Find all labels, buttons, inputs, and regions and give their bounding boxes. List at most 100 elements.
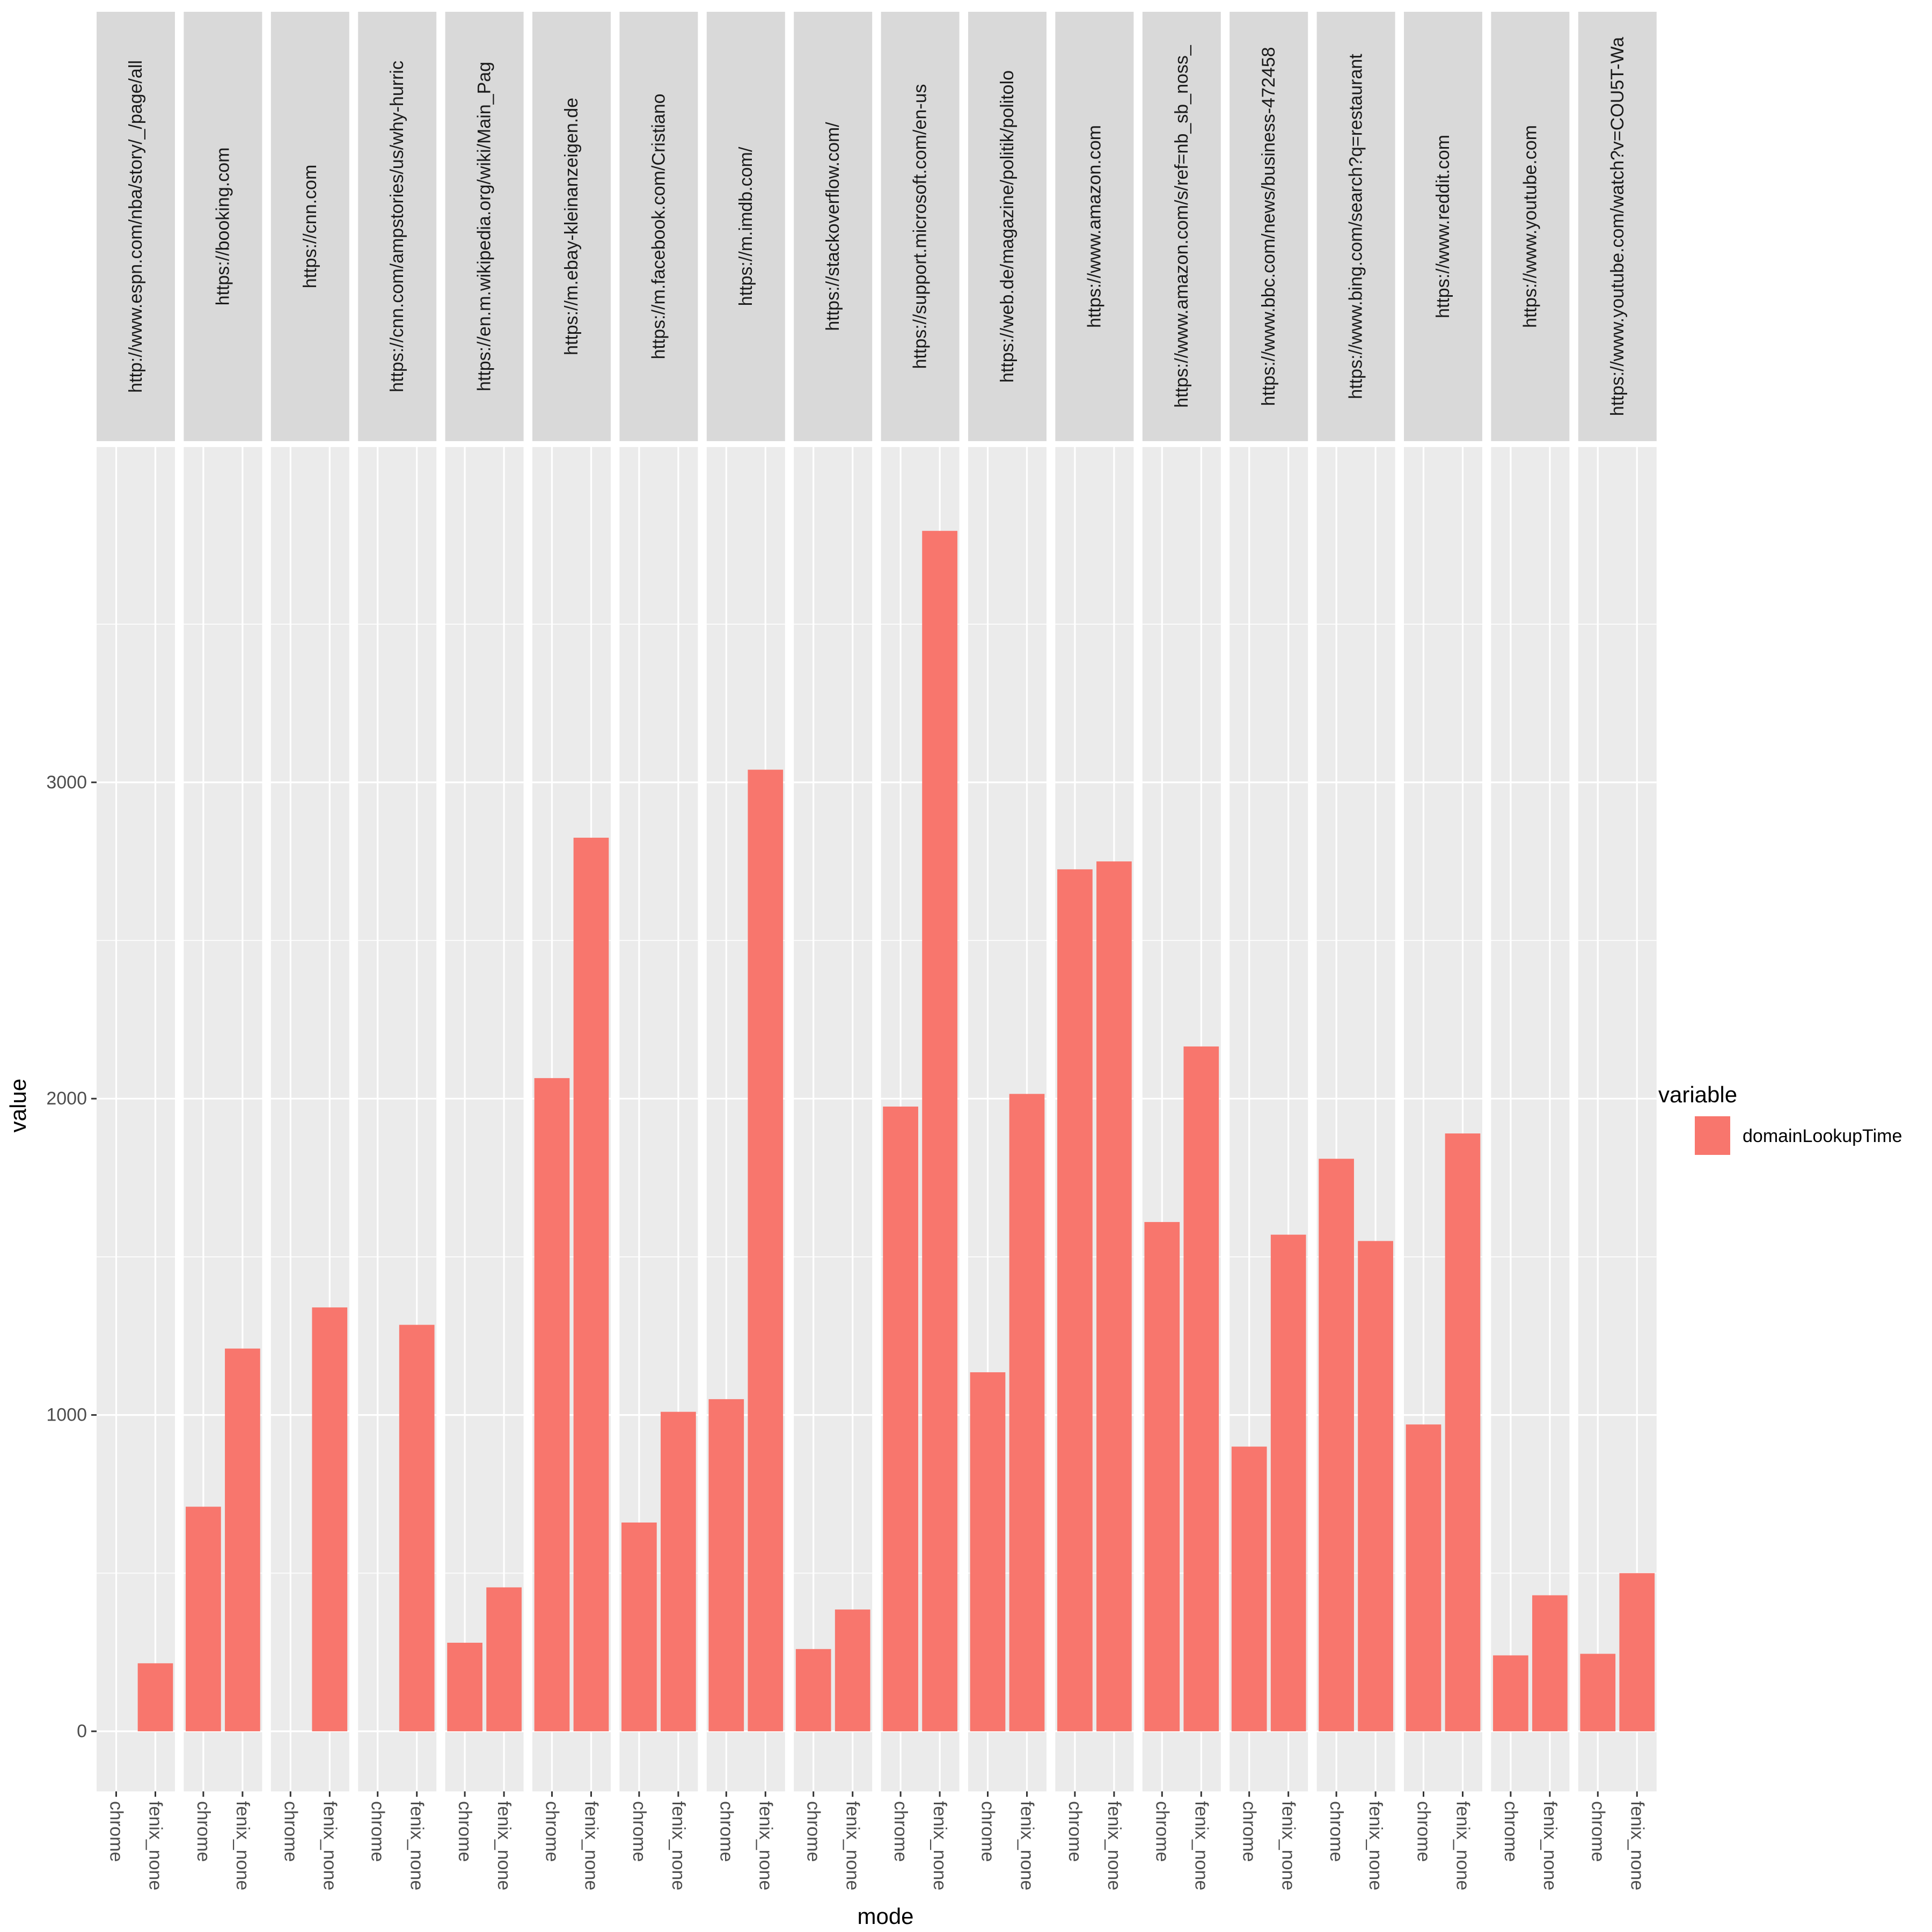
facet-panel: https://www.youtube.com/watch?v=COU5T-Wa… xyxy=(1578,12,1657,1890)
facet-strip xyxy=(706,12,785,441)
facet-panel: http://www.espn.com/nba/story/_/page/all… xyxy=(97,12,175,1890)
x-tick-label: chrome xyxy=(1239,1801,1260,1862)
bar-fenix_none xyxy=(1009,1094,1045,1732)
y-tick-label: 1000 xyxy=(46,1405,87,1425)
bar-chrome xyxy=(883,1106,918,1732)
facet-panel: https://en.m.wikipedia.org/wiki/Main_Pag… xyxy=(445,12,524,1890)
facet-strip-label: https://www.reddit.com xyxy=(1433,135,1453,318)
facet-panel: https://www.amazon.com/s/ref=nb_sb_noss_… xyxy=(1142,12,1221,1890)
x-tick-label: chrome xyxy=(455,1801,475,1862)
bar-fenix_none xyxy=(1445,1133,1481,1732)
bar-chrome xyxy=(534,1078,570,1732)
bar-chrome xyxy=(795,1649,831,1732)
facet-strip-label: https://www.amazon.com/s/ref=nb_sb_noss_ xyxy=(1172,45,1192,408)
facet-strip xyxy=(1055,12,1134,441)
facet-strip xyxy=(968,12,1046,441)
facet-strip-label: https://stackoverflow.com/ xyxy=(823,122,843,331)
y-axis: 0 1000 2000 3000 xyxy=(46,772,97,1741)
facets-layer: http://www.espn.com/nba/story/_/page/all… xyxy=(97,12,1657,1890)
y-tick-label: 0 xyxy=(77,1721,87,1741)
facet-panel: https://www.youtube.com chrome fenix_none xyxy=(1491,12,1570,1890)
facet-strip xyxy=(358,12,437,441)
x-tick-label: fenix_none xyxy=(1191,1801,1211,1890)
bar-fenix_none xyxy=(312,1307,348,1732)
bar-chrome xyxy=(1319,1159,1354,1732)
bar-chrome xyxy=(1057,869,1093,1732)
facet-strip-label: http://www.espn.com/nba/story/_/page/all xyxy=(126,60,146,393)
x-tick-label: chrome xyxy=(1152,1801,1172,1862)
x-tick-label: chrome xyxy=(106,1801,127,1862)
bar-fenix_none xyxy=(1183,1046,1219,1732)
y-axis-title: value xyxy=(5,1079,31,1132)
x-axis-title: mode xyxy=(857,1904,913,1929)
facet-strip-label: https://www.bbc.com/news/business-472458 xyxy=(1258,47,1279,406)
facet-strip xyxy=(794,12,873,441)
facet-panel: https://support.microsoft.com/en-us chrom… xyxy=(881,12,960,1890)
x-tick-label: chrome xyxy=(193,1801,214,1862)
x-tick-label: chrome xyxy=(803,1801,824,1862)
facet-strip xyxy=(1404,12,1482,441)
bar-fenix_none xyxy=(1270,1234,1306,1732)
facet-strip-label: https://cnn.com/ampstories/us/why-hurric xyxy=(387,61,407,392)
facet-panel: https://www.bbc.com/news/business-472458… xyxy=(1230,12,1308,1890)
facet-panel: https://cnn.com chrome fenix_none xyxy=(270,12,349,1890)
facet-panel: https://www.reddit.com chrome fenix_none xyxy=(1404,12,1482,1890)
x-tick-label: fenix_none xyxy=(581,1801,602,1890)
x-tick-label: fenix_none xyxy=(407,1801,427,1890)
x-tick-label: chrome xyxy=(368,1801,388,1862)
facet-panel: https://www.amazon.com chrome fenix_none xyxy=(1055,12,1134,1890)
facet-strip xyxy=(270,12,349,441)
bar-fenix_none xyxy=(1096,861,1132,1732)
facet-strip xyxy=(532,12,611,441)
bar-chrome xyxy=(708,1399,744,1732)
x-tick-label: fenix_none xyxy=(494,1801,514,1890)
bar-fenix_none xyxy=(922,531,957,1732)
bar-chrome xyxy=(970,1372,1006,1732)
facet-strip-label: https://m.imdb.com/ xyxy=(736,147,756,306)
facet-strip xyxy=(1491,12,1570,441)
facet-strip-label: https://www.youtube.com xyxy=(1520,125,1540,328)
legend-label-domainLookupTime: domainLookupTime xyxy=(1743,1126,1902,1146)
panel-background xyxy=(445,447,524,1791)
y-tick-label: 3000 xyxy=(46,772,87,793)
bar-fenix_none xyxy=(486,1587,522,1732)
bar-fenix_none xyxy=(1358,1241,1393,1732)
bar-chrome xyxy=(1144,1222,1180,1732)
bar-fenix_none xyxy=(661,1411,696,1732)
facet-strip-label: https://booking.com xyxy=(213,148,233,306)
x-tick-label: fenix_none xyxy=(1278,1801,1299,1890)
x-tick-label: fenix_none xyxy=(319,1801,340,1890)
panel-background xyxy=(1578,447,1657,1791)
x-tick-label: chrome xyxy=(1326,1801,1346,1862)
panel-background xyxy=(794,447,873,1791)
bar-chrome xyxy=(186,1506,221,1732)
facet-panel: https://m.facebook.com/Cristiano chrome fe… xyxy=(619,12,698,1890)
facet-strip xyxy=(184,12,262,441)
bar-chrome xyxy=(1231,1446,1267,1732)
facet-strip-label: https://web.de/magazine/politik/politolo xyxy=(997,70,1018,383)
facet-panel: https://cnn.com/ampstories/us/why-hurric… xyxy=(358,12,437,1890)
facet-strip xyxy=(1230,12,1308,441)
bar-chrome xyxy=(1580,1653,1616,1732)
facet-strip-label: https://support.microsoft.com/en-us xyxy=(910,84,931,369)
facet-strip-label: https://www.bing.com/search?q=restaurant xyxy=(1346,54,1366,399)
facet-strip xyxy=(881,12,960,441)
bar-fenix_none xyxy=(835,1609,870,1732)
x-tick-label: fenix_none xyxy=(843,1801,863,1890)
facet-strip xyxy=(619,12,698,441)
panel-background xyxy=(1491,447,1570,1791)
bar-chrome xyxy=(447,1642,482,1732)
facet-strip-label: https://m.ebay-kleinanzeigen.de xyxy=(561,98,582,355)
bar-chrome xyxy=(1406,1424,1441,1732)
x-tick-label: chrome xyxy=(280,1801,301,1862)
x-tick-label: chrome xyxy=(629,1801,649,1862)
x-tick-label: chrome xyxy=(716,1801,736,1862)
x-tick-label: fenix_none xyxy=(1365,1801,1386,1890)
bar-fenix_none xyxy=(225,1348,260,1732)
bar-chrome xyxy=(1493,1655,1528,1732)
legend: variable domainLookupTime xyxy=(1658,1082,1902,1155)
x-tick-label: fenix_none xyxy=(145,1801,166,1890)
facet-strip xyxy=(1316,12,1395,441)
x-tick-label: chrome xyxy=(1501,1801,1521,1862)
